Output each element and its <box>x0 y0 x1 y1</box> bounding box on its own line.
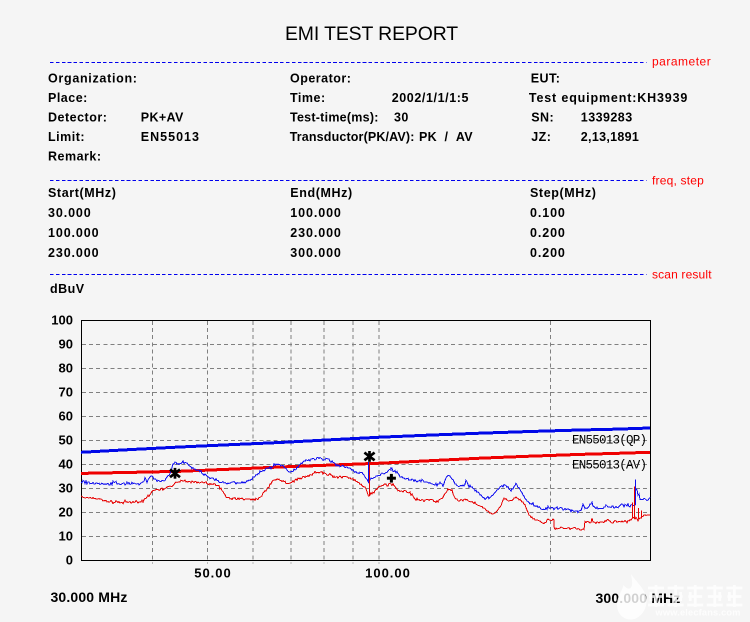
svg-text:30: 30 <box>59 481 73 496</box>
svg-text:0: 0 <box>66 553 73 568</box>
svg-text:20: 20 <box>59 505 73 520</box>
svg-text:Operator:: Operator: <box>290 72 351 86</box>
svg-text:SN:: SN: <box>531 111 554 125</box>
svg-text:Place:: Place: <box>48 91 88 105</box>
svg-text:230.000: 230.000 <box>290 226 341 240</box>
svg-text:300.000: 300.000 <box>290 246 341 260</box>
svg-text:PK+AV: PK+AV <box>141 111 184 125</box>
svg-text:0.200: 0.200 <box>530 226 566 240</box>
svg-text:100: 100 <box>51 313 73 328</box>
svg-text:Test-time(ms):: Test-time(ms): <box>290 111 379 125</box>
svg-text:EN55013(AV): EN55013(AV) <box>572 458 646 472</box>
svg-text:PK / AV: PK / AV <box>419 130 473 144</box>
svg-text:EN55013(QP): EN55013(QP) <box>572 433 646 447</box>
svg-text:2,13,1891: 2,13,1891 <box>581 130 639 144</box>
svg-text:60: 60 <box>59 409 73 424</box>
svg-text:80: 80 <box>59 361 73 376</box>
svg-text:100.000: 100.000 <box>290 206 341 220</box>
svg-text:Organization:: Organization: <box>48 72 138 86</box>
svg-text:40: 40 <box>59 457 73 472</box>
svg-text:www.elecfans.com: www.elecfans.com <box>655 608 741 618</box>
svg-text:1339283: 1339283 <box>581 111 633 125</box>
svg-text:freq, step: freq, step <box>652 174 704 188</box>
svg-text:Time:: Time: <box>290 91 326 105</box>
svg-text:30.000 MHz: 30.000 MHz <box>51 589 128 605</box>
svg-text:70: 70 <box>59 385 73 400</box>
svg-text:dBuV: dBuV <box>50 282 85 296</box>
svg-text:Transductor(PK/AV):: Transductor(PK/AV): <box>290 130 415 144</box>
svg-text:EMI TEST REPORT: EMI TEST REPORT <box>285 23 458 45</box>
svg-text:30: 30 <box>394 111 409 125</box>
svg-text:EUT:: EUT: <box>531 72 561 86</box>
svg-text:0.200: 0.200 <box>530 246 566 260</box>
svg-text:30.000: 30.000 <box>48 206 92 220</box>
svg-text:230.000: 230.000 <box>48 246 99 260</box>
svg-text:parameter: parameter <box>652 55 711 69</box>
svg-text:EN55013: EN55013 <box>141 130 200 144</box>
svg-text:Remark:: Remark: <box>48 150 102 164</box>
svg-text:10: 10 <box>59 529 73 544</box>
svg-text:2002/1/1/1:5: 2002/1/1/1:5 <box>392 91 469 105</box>
svg-text:100.00: 100.00 <box>365 566 411 581</box>
svg-text:Limit:: Limit: <box>48 130 85 144</box>
svg-text:Start(MHz): Start(MHz) <box>48 186 117 200</box>
svg-text:100.000: 100.000 <box>48 226 99 240</box>
svg-text:0.100: 0.100 <box>530 206 566 220</box>
svg-text:90: 90 <box>59 337 73 352</box>
svg-text:End(MHz): End(MHz) <box>290 186 352 200</box>
svg-text:Detector:: Detector: <box>48 111 107 125</box>
svg-text:Step(MHz): Step(MHz) <box>530 186 597 200</box>
svg-text:JZ:: JZ: <box>531 130 551 144</box>
svg-text:Test equipment:KH3939: Test equipment:KH3939 <box>529 91 688 105</box>
svg-text:50: 50 <box>59 433 73 448</box>
svg-text:50.00: 50.00 <box>194 566 232 581</box>
svg-text:scan result: scan result <box>652 268 712 282</box>
